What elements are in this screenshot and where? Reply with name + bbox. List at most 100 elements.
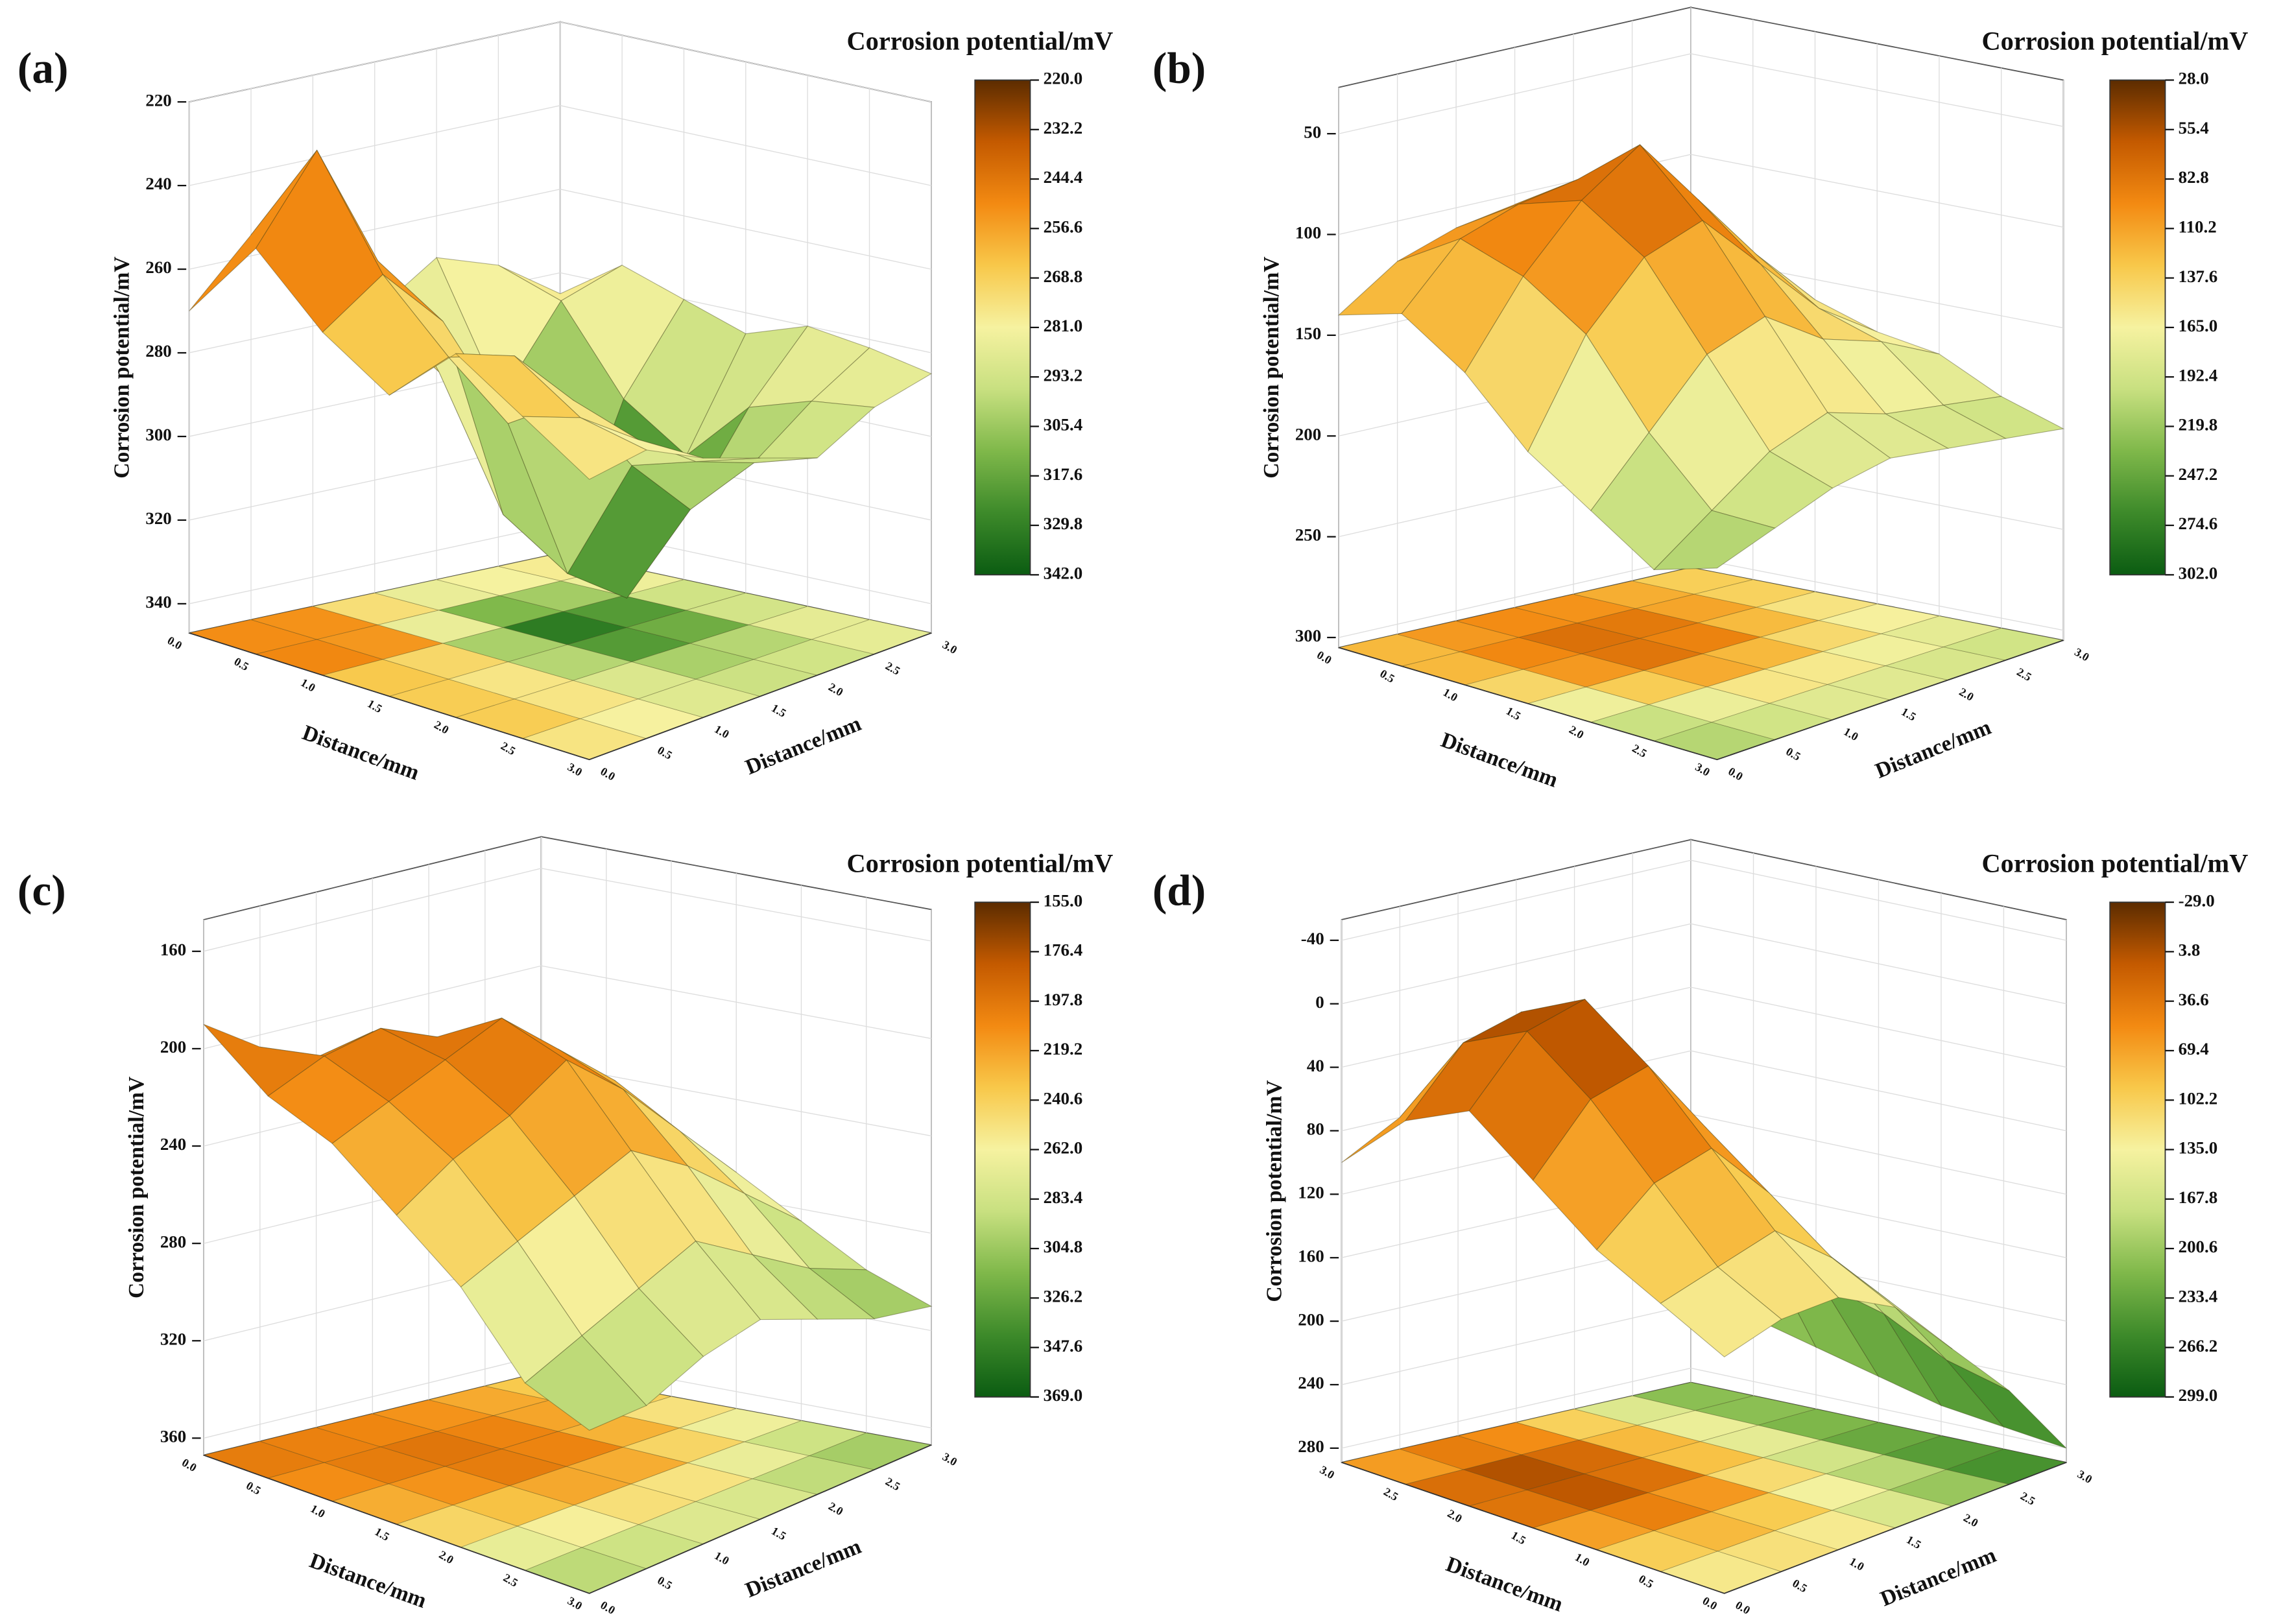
surface-cell (524, 1335, 647, 1431)
z-tick-label: 100 (1295, 223, 1321, 243)
y-axis-title: Distance/mm (742, 1534, 865, 1603)
colorbar-tick-label: 302.0 (2179, 563, 2218, 582)
x-tick-label: 1.5 (1509, 1529, 1528, 1547)
colorbar-tick-label: 240.6 (1044, 1088, 1083, 1108)
colorbar-tick-label: 256.6 (1044, 217, 1083, 236)
z-tick-label: 240 (160, 1134, 186, 1154)
y-tick-label: 1.0 (1841, 725, 1860, 744)
floor-edge (1338, 639, 2064, 761)
y-axis-title: Distance/mm (1872, 715, 1994, 783)
z-tick-label: 320 (145, 508, 171, 528)
colorbar-tick-label: 219.2 (1044, 1039, 1083, 1058)
panel-label: (a) (18, 44, 68, 93)
z-tick-label: 240 (145, 174, 171, 193)
surface-cell (696, 457, 818, 464)
surface-cell (751, 1254, 876, 1320)
y-tick-label: 0.0 (599, 1598, 617, 1617)
z-tick-label: 0 (1315, 992, 1324, 1012)
x-tick-label: 2.0 (432, 718, 451, 737)
surface-cell (1884, 405, 2007, 449)
colorbar-tick-label: 268.8 (1044, 267, 1083, 286)
floor-contour (1945, 1448, 2068, 1485)
colorbar-tick-label: 219.8 (2179, 415, 2218, 435)
x-tick-label: 2.5 (1381, 1485, 1400, 1503)
colorbar-tick-label: 137.6 (2179, 267, 2218, 286)
y-tick-label: 0.0 (1726, 765, 1745, 783)
y-tick-label: 0.0 (1734, 1598, 1752, 1617)
floor-edge (189, 632, 932, 761)
colorbar-tick-label: -29.0 (2179, 890, 2215, 910)
surface-cell (1717, 1230, 1839, 1320)
x-tick-label: 1.5 (372, 1525, 391, 1544)
y-tick-label: 0.5 (655, 1573, 674, 1592)
colorbar-title: Corrosion potential/mV (846, 27, 1113, 56)
colorbar-tick-label: 317.6 (1044, 464, 1083, 484)
y-tick-label: 2.5 (883, 1475, 902, 1494)
z-tick-label: 260 (145, 257, 171, 277)
colorbar-tick-label: 167.8 (2179, 1188, 2218, 1207)
x-tick-label: 2.0 (1445, 1507, 1464, 1525)
z-tick-label: 340 (145, 592, 171, 612)
x-tick-label: 0.0 (180, 1456, 198, 1475)
surface-cell (521, 416, 647, 480)
surface-cell (581, 1287, 704, 1406)
x-tick-label: 2.0 (1567, 723, 1586, 742)
panel: 160 200 240 280 320 360 0.0 0.5 1.0 1.5 2.0 2.5 3.0 0… (18, 835, 1113, 1617)
x-axis-title: Distance/mm (299, 721, 422, 785)
x-tick-label: 2.5 (1630, 741, 1649, 760)
y-tick-label: 1.0 (1847, 1555, 1866, 1573)
y-tick-label: 2.0 (1961, 1511, 1980, 1530)
y-axis-title: Distance/mm (1877, 1543, 2000, 1611)
surface-cell (1660, 1266, 1782, 1357)
x-tick-label: 1.0 (298, 676, 317, 695)
y-tick-label: 0.5 (1784, 745, 1802, 763)
z-tick-label: 300 (145, 425, 171, 444)
colorbar-tick-label: 305.4 (1044, 415, 1083, 435)
colorbar-tick-label: 326.2 (1044, 1287, 1083, 1306)
colorbar-title: Corrosion potential/mV (846, 848, 1113, 878)
x-tick-label: 1.5 (365, 697, 384, 716)
colorbar-tick-label: 281.0 (1044, 316, 1083, 335)
colorbar (974, 902, 1031, 1398)
colorbar-tick-label: 347.6 (1044, 1336, 1083, 1355)
z-tick-label: 200 (1295, 424, 1321, 444)
x-tick-label: 0.5 (1378, 667, 1396, 686)
y-tick-label: 2.0 (1957, 685, 1976, 704)
y-tick-label: 0.5 (1790, 1577, 1809, 1595)
colorbar-tick-label: 293.2 (1044, 365, 1083, 385)
panel: -40 0 40 80 120 160 200 240 280 0.0 0.5 1.0 1.5 2.0 2.… (1153, 839, 2248, 1617)
colorbar-tick-label: 262.0 (1044, 1138, 1083, 1158)
y-tick-label: 2.5 (2014, 665, 2033, 684)
colorbar-tick-label: 69.4 (2179, 1039, 2209, 1058)
y-tick-label: 1.5 (769, 701, 788, 720)
colorbar-tick-label: 200.6 (2179, 1237, 2218, 1256)
colorbar-tick-label: 274.6 (2179, 514, 2218, 533)
z-tick-label: 360 (160, 1427, 186, 1446)
colorbar-tick-label: 329.8 (1044, 514, 1083, 533)
z-tick-label: 250 (1295, 525, 1321, 545)
surface-cell (1653, 510, 1776, 571)
z-tick-label: 200 (1298, 1309, 1324, 1329)
y-tick-label: 3.0 (940, 638, 959, 657)
surface-cell (695, 1240, 818, 1320)
z-tick-label: 50 (1304, 122, 1321, 141)
x-axis-title: Distance/mm (1438, 728, 1561, 792)
colorbar-tick-label: 233.4 (2179, 1287, 2218, 1306)
colorbar (2109, 79, 2166, 576)
colorbar-tick-label: 197.8 (1044, 990, 1083, 1009)
panel-label: (d) (1153, 866, 1206, 914)
y-tick-label: 0.0 (599, 765, 617, 783)
colorbar (974, 79, 1031, 576)
z-tick-label: 80 (1307, 1119, 1324, 1139)
colorbar-title: Corrosion potential/mV (1981, 848, 2248, 878)
z-tick-label: 120 (1298, 1183, 1324, 1202)
z-tick-label: 200 (160, 1037, 186, 1057)
colorbar-tick-label: 36.6 (2179, 990, 2209, 1009)
x-tick-label: 2.5 (499, 739, 518, 758)
y-tick-label: 3.0 (940, 1450, 959, 1469)
x-tick-label: 1.0 (308, 1502, 327, 1521)
colorbar-tick-label: 110.2 (2179, 217, 2217, 236)
colorbar-title: Corrosion potential/mV (1981, 27, 2248, 56)
x-tick-label: 1.0 (1573, 1550, 1592, 1569)
